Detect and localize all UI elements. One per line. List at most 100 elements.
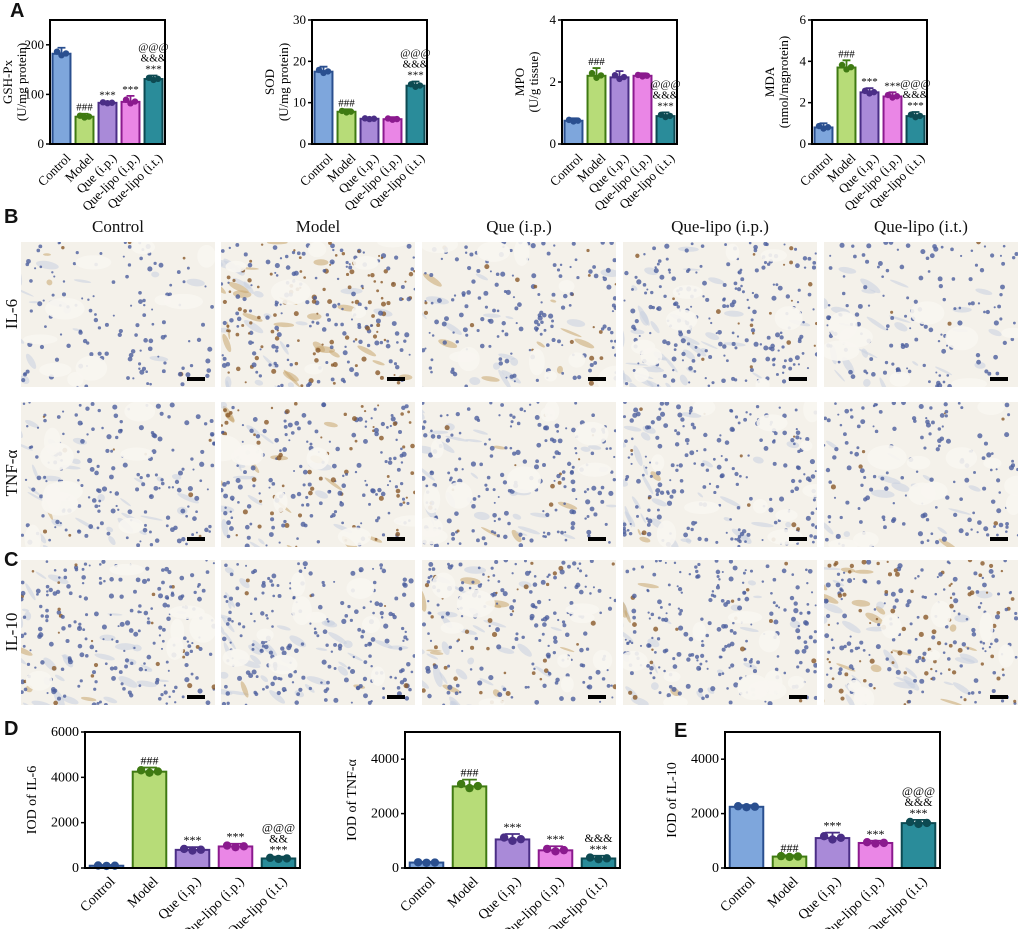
data-point (393, 115, 401, 123)
data-point (750, 802, 760, 811)
y-axis-title: SOD (262, 69, 277, 95)
bar-que-lipo-i-t (143, 78, 164, 145)
y-axis-title: (nmol/mgprotein) (776, 36, 791, 128)
micrograph-il10-1 (21, 560, 215, 705)
x-tick-label: Model (125, 874, 162, 911)
y-tick-label: 0 (712, 861, 719, 876)
y-tick-label: 0 (800, 136, 807, 151)
column-header-control: Control (92, 217, 144, 236)
data-point (516, 834, 526, 844)
scale-bar (789, 695, 807, 699)
y-tick-label: 4000 (51, 770, 79, 785)
scale-bar (789, 537, 807, 541)
data-point (62, 50, 70, 57)
bar-model (836, 66, 857, 145)
significance-label: @@@ (650, 78, 680, 90)
bar-que-lipo-i-t (655, 115, 676, 145)
y-tick-label: 20 (293, 53, 306, 68)
data-point (239, 842, 249, 851)
tissue-image (824, 402, 1018, 547)
bar-model (336, 110, 357, 146)
column-header-que-ip: Que (i.p.) (486, 217, 552, 236)
tissue-image (221, 242, 415, 387)
tissue-image (824, 242, 1018, 387)
data-point (416, 82, 424, 89)
data-point (776, 851, 786, 861)
micrograph-il10-3 (422, 560, 616, 705)
data-point (265, 853, 275, 863)
column-header-que-lipo-ip: Que-lipo (i.p.) (671, 217, 769, 236)
significance-label: ### (838, 48, 855, 60)
panel-letter-d: D (4, 718, 19, 740)
scale-bar (387, 695, 405, 699)
data-point (643, 72, 651, 79)
y-tick-label: 30 (293, 12, 306, 27)
bar-que-i-p (859, 91, 880, 146)
scale-bar (990, 537, 1008, 541)
significance-label: *** (867, 827, 885, 841)
data-point (145, 768, 154, 777)
panel-letter-e: E (674, 720, 688, 742)
data-point (324, 68, 332, 75)
data-point (871, 839, 880, 848)
micrograph-tnf-5 (824, 402, 1018, 547)
micrograph-il10-5 (824, 560, 1018, 705)
panel-letter-b: B (4, 206, 19, 228)
data-point (508, 836, 517, 845)
bar-que-lipo-i-p (382, 118, 403, 145)
scale-bar (990, 377, 1008, 381)
bar-que-i-p (609, 76, 630, 145)
data-point (602, 854, 612, 863)
y-tick-label: 0 (550, 136, 557, 151)
y-axis-title: (U/g tissue) (526, 51, 541, 112)
data-point (620, 73, 628, 81)
bar-que-lipo-i-p (882, 95, 903, 145)
data-point (905, 817, 915, 827)
bar-model (131, 770, 168, 870)
tissue-image (422, 560, 616, 705)
data-point (574, 117, 582, 124)
data-point (847, 63, 855, 71)
bar-model (586, 74, 607, 145)
plot-frame (49, 19, 166, 145)
data-point (893, 93, 901, 100)
data-point (879, 838, 889, 848)
significance-label: ### (588, 56, 605, 68)
significance-label: *** (657, 100, 674, 112)
significance-label: *** (122, 84, 139, 96)
data-point (422, 858, 431, 867)
significance-label: *** (590, 842, 608, 856)
micrograph-il10-2 (221, 560, 415, 705)
bar-control (51, 52, 72, 146)
significance-label: *** (547, 832, 565, 846)
tissue-image (824, 560, 1018, 705)
x-tick-label: Model (765, 874, 802, 911)
data-point (499, 833, 509, 842)
data-point (222, 841, 232, 850)
data-point (838, 61, 846, 69)
tissue-image (623, 242, 817, 387)
bar-model (451, 785, 488, 869)
y-tick-label: 100 (25, 86, 45, 101)
y-tick-label: 10 (293, 95, 306, 110)
significance-label: *** (145, 64, 162, 76)
data-point (870, 88, 878, 96)
plot-frame (404, 731, 621, 869)
micrograph-il6-3 (422, 242, 616, 387)
y-tick-label: 4000 (371, 752, 399, 767)
significance-label: &&& (904, 795, 933, 809)
significance-label: *** (407, 70, 424, 82)
scale-bar (187, 537, 205, 541)
data-point (413, 858, 423, 867)
tissue-image (623, 402, 817, 547)
plot-frame (84, 731, 301, 869)
data-point (542, 844, 552, 854)
y-axis-title: IOD of TNF-α (345, 758, 360, 840)
y-tick-label: 0 (300, 136, 307, 151)
data-point (785, 852, 794, 862)
data-point (733, 802, 743, 811)
y-axis-title: GSH-Px (0, 59, 15, 104)
scale-bar (990, 695, 1008, 699)
panel-letter-c: C (4, 549, 19, 571)
data-point (597, 72, 605, 79)
